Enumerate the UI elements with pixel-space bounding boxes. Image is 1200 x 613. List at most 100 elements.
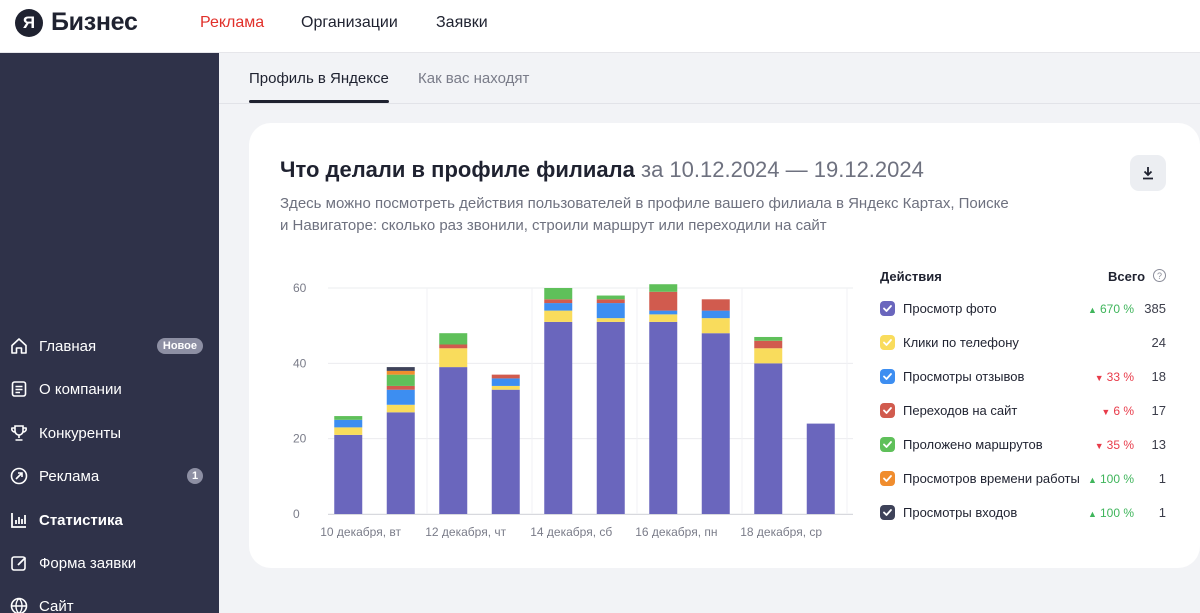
bar-segment[interactable] bbox=[334, 416, 363, 420]
bar-segment[interactable] bbox=[439, 348, 468, 368]
x-tick-label: 14 декабря, сб bbox=[530, 525, 612, 538]
checkbox-checked-icon[interactable] bbox=[880, 335, 895, 350]
bar-segment[interactable] bbox=[386, 385, 415, 390]
bar-segment[interactable] bbox=[701, 333, 730, 514]
card-title: Что делали в профиле филиала за 10.12.20… bbox=[280, 157, 924, 183]
bar-segment[interactable] bbox=[491, 385, 520, 390]
download-button[interactable] bbox=[1130, 155, 1166, 191]
checkbox-checked-icon[interactable] bbox=[880, 369, 895, 384]
legend-item[interactable]: Просмотры входов ▲ 100 % 1 bbox=[880, 503, 1170, 523]
sidebar-item-label: Статистика bbox=[39, 511, 123, 529]
legend-item[interactable]: Переходов на сайт ▼ 6 % 17 bbox=[880, 401, 1170, 421]
bar-segment[interactable] bbox=[491, 374, 520, 379]
bar-segment[interactable] bbox=[649, 284, 678, 292]
bar-segment[interactable] bbox=[386, 367, 415, 371]
bar-segment[interactable] bbox=[544, 303, 573, 311]
legend-item[interactable]: Просмотры отзывов ▼ 33 % 18 bbox=[880, 367, 1170, 387]
bar-segment[interactable] bbox=[754, 363, 783, 514]
bar-segment[interactable] bbox=[806, 423, 835, 514]
bar-segment[interactable] bbox=[754, 336, 783, 341]
bar-segment[interactable] bbox=[596, 321, 625, 514]
sidebar-item-label: Главная bbox=[39, 337, 97, 355]
legend-item-total: 385 bbox=[1144, 301, 1166, 316]
legend-item-change-value: 33 % bbox=[1106, 370, 1134, 384]
legend-item-name: Переходов на сайт bbox=[903, 403, 1018, 418]
legend-item[interactable]: Просмотр фото ▲ 670 % 385 bbox=[880, 299, 1170, 319]
x-tick-label: 12 декабря, чт bbox=[425, 525, 506, 538]
bar-segment[interactable] bbox=[544, 299, 573, 304]
bar-segment[interactable] bbox=[491, 378, 520, 386]
nav-ads[interactable]: Реклама bbox=[200, 14, 265, 31]
home-icon bbox=[8, 335, 30, 357]
bar-segment[interactable] bbox=[649, 314, 678, 322]
y-tick-label: 40 bbox=[293, 356, 307, 370]
statistics-card: Что делали в профиле филиала за 10.12.20… bbox=[249, 123, 1200, 568]
nav-organizations[interactable]: Организации bbox=[301, 14, 398, 31]
tab-profile[interactable]: Профиль в Яндексе bbox=[249, 70, 389, 87]
sidebar-item-statistics[interactable]: Статистика bbox=[8, 504, 213, 536]
arrow-down-icon: ▼ bbox=[1101, 407, 1111, 417]
logo-text: Бизнес bbox=[51, 8, 138, 36]
checkbox-checked-icon[interactable] bbox=[880, 505, 895, 520]
bar-segment[interactable] bbox=[544, 321, 573, 514]
x-tick-label: 10 декабря, вт bbox=[320, 525, 401, 538]
bar-segment[interactable] bbox=[649, 310, 678, 315]
legend-item[interactable]: Просмотров времени работы ▲ 100 % 1 bbox=[880, 469, 1170, 489]
stacked-bar-chart: 0 20 40 60 10 декабря, вт 12 декабря, чт 14 де… bbox=[293, 281, 853, 538]
bar-segment[interactable] bbox=[386, 374, 415, 386]
bar-segment[interactable] bbox=[649, 321, 678, 514]
bar-segment[interactable] bbox=[544, 310, 573, 322]
sidebar-item-about[interactable]: О компании bbox=[8, 373, 213, 405]
bar-segment[interactable] bbox=[596, 318, 625, 322]
sidebar-item-site[interactable]: Сайт bbox=[8, 590, 213, 613]
legend-item[interactable]: Клики по телефону 24 bbox=[880, 333, 1170, 353]
legend-item-change: ▲ 670 % bbox=[1088, 302, 1134, 316]
bar-segment[interactable] bbox=[701, 310, 730, 319]
bar-segment[interactable] bbox=[439, 344, 468, 349]
new-badge: Новое bbox=[156, 338, 203, 354]
y-tick-label: 0 bbox=[293, 507, 300, 521]
bar-segment[interactable] bbox=[334, 434, 363, 514]
bar-segment[interactable] bbox=[596, 295, 625, 300]
legend-item-change-value: 100 % bbox=[1099, 472, 1134, 486]
bar-segment[interactable] bbox=[386, 389, 415, 405]
sidebar-item-home[interactable]: Главная Новое bbox=[8, 330, 213, 362]
info-icon[interactable]: ? bbox=[1153, 269, 1166, 282]
tab-how-found[interactable]: Как вас находят bbox=[418, 70, 530, 87]
bar-segment[interactable] bbox=[334, 427, 363, 435]
bar-segment[interactable] bbox=[596, 303, 625, 319]
bar-segment[interactable] bbox=[701, 299, 730, 311]
legend-item-name: Просмотры входов bbox=[903, 505, 1018, 520]
bar-segment[interactable] bbox=[649, 291, 678, 311]
yandex-business-logo[interactable]: Я Бизнес bbox=[15, 8, 138, 37]
legend-item-total: 18 bbox=[1151, 369, 1166, 384]
bar-segment[interactable] bbox=[754, 340, 783, 349]
sidebar-item-request-form[interactable]: Форма заявки bbox=[8, 547, 213, 579]
bar-segment[interactable] bbox=[596, 299, 625, 304]
sidebar-item-label: Сайт bbox=[39, 597, 74, 613]
checkbox-checked-icon[interactable] bbox=[880, 437, 895, 452]
bar-segment[interactable] bbox=[334, 419, 363, 428]
card-period: за 10.12.2024 — 19.12.2024 bbox=[640, 157, 924, 182]
card-title-text: Что делали в профиле филиала bbox=[280, 157, 635, 182]
bar-segment[interactable] bbox=[439, 333, 468, 345]
checkbox-checked-icon[interactable] bbox=[880, 301, 895, 316]
sidebar-item-competitors[interactable]: Конкуренты bbox=[8, 417, 213, 449]
bar-segment[interactable] bbox=[754, 348, 783, 364]
bar-segment[interactable] bbox=[386, 404, 415, 413]
legend-item[interactable]: Проложено маршрутов ▼ 35 % 13 bbox=[880, 435, 1170, 455]
bar-segment[interactable] bbox=[439, 367, 468, 514]
checkbox-checked-icon[interactable] bbox=[880, 403, 895, 418]
bar-segment[interactable] bbox=[386, 370, 415, 375]
sidebar-item-ads[interactable]: Реклама 1 bbox=[8, 460, 213, 492]
bar-segment[interactable] bbox=[386, 412, 415, 514]
bar-segment[interactable] bbox=[544, 288, 573, 300]
checkbox-checked-icon[interactable] bbox=[880, 471, 895, 486]
legend-item-total: 17 bbox=[1151, 403, 1166, 418]
top-header: Я Бизнес Реклама Организации Заявки bbox=[0, 0, 1200, 53]
x-tick-label: 16 декабря, пн bbox=[635, 525, 717, 538]
nav-requests[interactable]: Заявки bbox=[436, 14, 488, 31]
bar-segment[interactable] bbox=[701, 318, 730, 334]
yandex-logo-icon: Я bbox=[15, 8, 43, 37]
bar-segment[interactable] bbox=[491, 389, 520, 514]
